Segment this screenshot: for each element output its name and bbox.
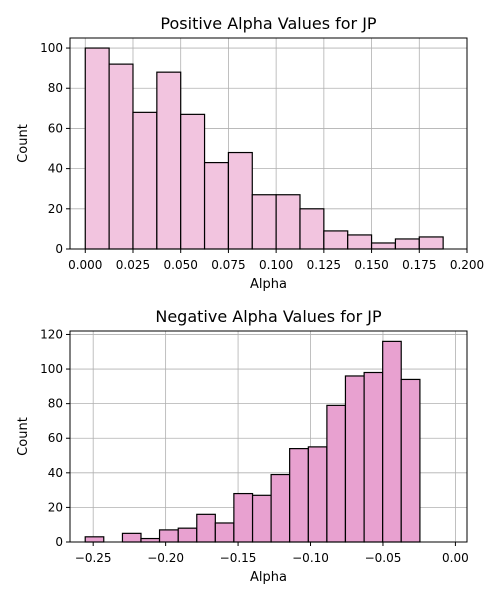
chart-title: Positive Alpha Values for JP: [160, 14, 377, 33]
x-tick-label: 0.000: [68, 258, 102, 272]
plot-frame: [69, 330, 468, 543]
y-tick-label: 60: [48, 431, 63, 445]
histogram-bar: [158, 529, 179, 543]
histogram-bar: [156, 71, 182, 250]
bars: [84, 340, 421, 543]
histogram-bar: [275, 194, 301, 250]
histogram-bar: [323, 230, 349, 250]
histogram-bar: [84, 47, 110, 250]
y-axis-label: Count: [16, 124, 31, 163]
x-tick-label: 0.150: [354, 258, 388, 272]
histogram-bar: [270, 473, 291, 543]
y-tick-label: 20: [48, 202, 63, 216]
negative-alpha-histogram: −0.25 −0.20 −0.15 −0.10 −0.05 0.00 0 20 40 60 80 1…: [16, 307, 469, 585]
histogram-bar: [121, 532, 142, 543]
y-tick-label: 20: [48, 500, 63, 514]
plot-frame: [69, 37, 468, 250]
histogram-bar: [326, 404, 347, 543]
histogram-bar: [227, 151, 253, 250]
histogram-bar: [344, 375, 365, 543]
x-tick-label: 0.100: [259, 258, 293, 272]
x-axis: −0.25 −0.20 −0.15 −0.10 −0.05 0.00: [75, 542, 469, 565]
y-tick-label: 0: [55, 242, 63, 256]
histogram-bar: [180, 113, 206, 250]
chart-title: Negative Alpha Values for JP: [155, 307, 382, 326]
y-tick-label: 80: [48, 81, 63, 95]
y-axis-label: Count: [16, 417, 31, 456]
y-tick-label: 40: [48, 162, 63, 176]
x-tick-label: 0.125: [307, 258, 341, 272]
x-tick-label: 0.00: [442, 551, 469, 565]
histogram-bar: [84, 536, 105, 543]
y-tick-label: 100: [40, 362, 63, 376]
histogram-bar: [233, 492, 254, 543]
histogram-bar: [196, 513, 216, 543]
histogram-bar: [418, 236, 444, 250]
histogram-bar: [347, 234, 373, 250]
x-tick-label: 0.175: [402, 258, 436, 272]
y-tick-label: 120: [40, 327, 63, 341]
histogram-bar: [251, 194, 277, 250]
histogram-bar: [394, 238, 420, 250]
histogram-bar: [203, 161, 230, 250]
x-tick-label: −0.20: [147, 551, 184, 565]
y-tick-label: 100: [40, 41, 63, 55]
x-tick-label: −0.05: [365, 551, 402, 565]
histogram-bar: [382, 340, 402, 543]
x-tick-label: 0.200: [450, 258, 484, 272]
histogram-bar: [363, 371, 384, 543]
y-tick-label: 40: [48, 466, 63, 480]
histogram-bar: [370, 242, 397, 250]
histogram-bar: [108, 63, 134, 250]
x-tick-label: 0.050: [164, 258, 198, 272]
x-tick-label: −0.10: [292, 551, 329, 565]
histogram-bar: [140, 537, 161, 543]
histogram-bar: [299, 208, 325, 250]
histogram-bar: [214, 522, 235, 543]
histogram-bar: [307, 446, 328, 543]
y-tick-label: 80: [48, 397, 63, 411]
x-tick-label: −0.15: [220, 551, 257, 565]
x-tick-label: 0.075: [211, 258, 245, 272]
x-axis-label: Alpha: [250, 277, 287, 292]
y-axis: 0 20 40 60 80 100 120: [40, 327, 70, 549]
histogram-bar: [132, 111, 158, 250]
histogram-bar: [177, 527, 198, 543]
histogram-bar: [251, 494, 272, 543]
y-axis: 0 20 40 60 80 100: [40, 41, 70, 256]
y-tick-label: 60: [48, 121, 63, 135]
x-axis: 0.000 0.025 0.050 0.075 0.100 0.125 0.150 0.175…: [68, 249, 484, 272]
y-tick-label: 0: [55, 535, 63, 549]
x-tick-label: 0.025: [116, 258, 150, 272]
x-axis-label: Alpha: [250, 570, 287, 585]
histogram-bar: [289, 448, 309, 543]
positive-alpha-histogram: 0.000 0.025 0.050 0.075 0.100 0.125 0.150 0.175…: [16, 14, 484, 292]
histogram-bar: [400, 378, 421, 543]
bars: [84, 47, 444, 250]
x-tick-label: −0.25: [75, 551, 112, 565]
